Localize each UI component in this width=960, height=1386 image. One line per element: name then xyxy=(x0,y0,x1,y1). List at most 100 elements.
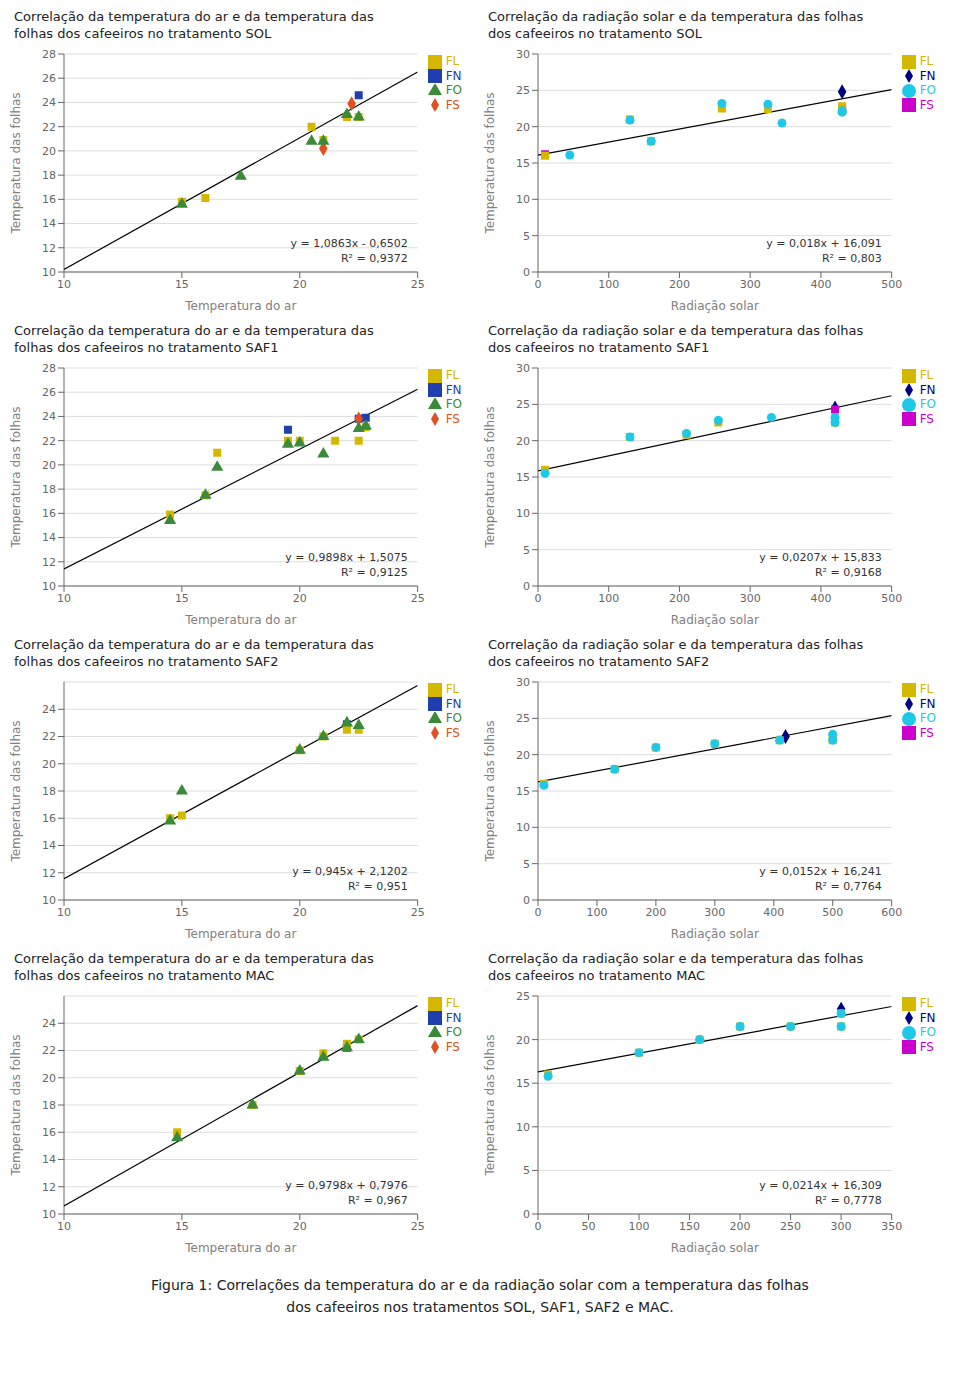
svg-text:400: 400 xyxy=(763,906,784,919)
svg-text:Temperatura das folhas: Temperatura das folhas xyxy=(9,1034,23,1176)
svg-text:100: 100 xyxy=(586,906,607,919)
svg-text:10: 10 xyxy=(57,906,71,919)
svg-text:15: 15 xyxy=(175,1220,189,1233)
svg-text:350: 350 xyxy=(881,1220,902,1233)
svg-text:10: 10 xyxy=(516,193,530,206)
svg-text:12: 12 xyxy=(42,556,56,569)
svg-text:500: 500 xyxy=(881,278,902,291)
svg-text:0: 0 xyxy=(523,894,530,907)
svg-text:26: 26 xyxy=(42,72,56,85)
svg-text:25: 25 xyxy=(516,398,530,411)
svg-text:10: 10 xyxy=(42,580,56,593)
svg-text:14: 14 xyxy=(42,1153,56,1166)
svg-text:18: 18 xyxy=(42,785,56,798)
svg-text:24: 24 xyxy=(42,96,56,109)
svg-text:20: 20 xyxy=(516,435,530,448)
svg-text:20: 20 xyxy=(293,906,307,919)
svg-text:25: 25 xyxy=(411,278,425,291)
svg-text:0: 0 xyxy=(523,1208,530,1221)
svg-text:500: 500 xyxy=(881,592,902,605)
svg-text:y = 0,0214x + 16,309R² = 0,777: y = 0,0214x + 16,309R² = 0,7778 xyxy=(759,1179,881,1207)
svg-text:25: 25 xyxy=(516,84,530,97)
svg-text:14: 14 xyxy=(42,531,56,544)
svg-text:24: 24 xyxy=(42,1017,56,1030)
svg-text:16: 16 xyxy=(42,507,56,520)
svg-text:Temperatura das folhas: Temperatura das folhas xyxy=(9,406,23,548)
svg-text:22: 22 xyxy=(42,730,56,743)
svg-text:0: 0 xyxy=(523,266,530,279)
svg-text:400: 400 xyxy=(810,592,831,605)
svg-text:Temperatura das folhas: Temperatura das folhas xyxy=(9,92,23,234)
svg-text:15: 15 xyxy=(175,278,189,291)
svg-text:Temperatura das folhas: Temperatura das folhas xyxy=(483,720,497,862)
svg-text:15: 15 xyxy=(516,1077,530,1090)
svg-text:300: 300 xyxy=(704,906,725,919)
svg-text:22: 22 xyxy=(42,435,56,448)
svg-text:300: 300 xyxy=(740,592,761,605)
svg-text:Temperatura do ar: Temperatura do ar xyxy=(184,927,296,941)
svg-text:12: 12 xyxy=(42,1181,56,1194)
svg-text:26: 26 xyxy=(42,386,56,399)
svg-text:16: 16 xyxy=(42,1126,56,1139)
svg-text:22: 22 xyxy=(42,1044,56,1057)
svg-text:20: 20 xyxy=(42,1072,56,1085)
svg-text:Temperatura do ar: Temperatura do ar xyxy=(184,613,296,627)
svg-text:0: 0 xyxy=(535,278,542,291)
svg-text:30: 30 xyxy=(516,48,530,61)
svg-text:18: 18 xyxy=(42,169,56,182)
svg-text:Temperatura das folhas: Temperatura das folhas xyxy=(483,92,497,234)
svg-text:20: 20 xyxy=(293,278,307,291)
svg-text:14: 14 xyxy=(42,839,56,852)
svg-text:400: 400 xyxy=(810,278,831,291)
svg-text:150: 150 xyxy=(679,1220,700,1233)
svg-text:25: 25 xyxy=(411,592,425,605)
svg-text:10: 10 xyxy=(516,507,530,520)
svg-text:y = 0,9798x + 0,7976R² = 0,967: y = 0,9798x + 0,7976R² = 0,967 xyxy=(285,1179,407,1207)
svg-text:25: 25 xyxy=(516,990,530,1003)
svg-text:50: 50 xyxy=(582,1220,596,1233)
svg-text:10: 10 xyxy=(57,1220,71,1233)
svg-text:15: 15 xyxy=(516,785,530,798)
svg-text:Radiação solar: Radiação solar xyxy=(671,1241,759,1255)
svg-text:y = 0,0152x + 16,241R² = 0,776: y = 0,0152x + 16,241R² = 0,7764 xyxy=(759,865,881,893)
svg-text:Temperatura das folhas: Temperatura das folhas xyxy=(483,1034,497,1176)
svg-text:15: 15 xyxy=(516,471,530,484)
svg-text:Radiação solar: Radiação solar xyxy=(671,613,759,627)
svg-text:100: 100 xyxy=(598,592,619,605)
svg-text:30: 30 xyxy=(516,362,530,375)
svg-text:0: 0 xyxy=(535,906,542,919)
svg-text:15: 15 xyxy=(175,592,189,605)
svg-text:y = 0,9898x + 1,5075R² = 0,912: y = 0,9898x + 1,5075R² = 0,9125 xyxy=(285,551,407,579)
svg-text:20: 20 xyxy=(42,459,56,472)
svg-text:20: 20 xyxy=(42,758,56,771)
svg-text:0: 0 xyxy=(523,580,530,593)
svg-text:5: 5 xyxy=(523,230,530,243)
svg-text:15: 15 xyxy=(175,906,189,919)
svg-text:Temperatura do ar: Temperatura do ar xyxy=(184,299,296,313)
svg-text:10: 10 xyxy=(516,1121,530,1134)
svg-text:16: 16 xyxy=(42,812,56,825)
svg-text:Radiação solar: Radiação solar xyxy=(671,299,759,313)
svg-text:20: 20 xyxy=(293,592,307,605)
svg-text:20: 20 xyxy=(516,121,530,134)
svg-text:16: 16 xyxy=(42,193,56,206)
svg-text:30: 30 xyxy=(516,676,530,689)
svg-text:22: 22 xyxy=(42,121,56,134)
svg-text:Radiação solar: Radiação solar xyxy=(671,927,759,941)
svg-text:Temperatura das folhas: Temperatura das folhas xyxy=(483,406,497,548)
svg-text:100: 100 xyxy=(629,1220,650,1233)
svg-text:200: 200 xyxy=(669,592,690,605)
svg-text:20: 20 xyxy=(516,1034,530,1047)
svg-text:600: 600 xyxy=(881,906,902,919)
svg-text:10: 10 xyxy=(57,278,71,291)
svg-text:10: 10 xyxy=(42,266,56,279)
svg-text:24: 24 xyxy=(42,703,56,716)
svg-text:28: 28 xyxy=(42,362,56,375)
svg-text:12: 12 xyxy=(42,867,56,880)
svg-text:200: 200 xyxy=(669,278,690,291)
svg-text:500: 500 xyxy=(822,906,843,919)
svg-text:25: 25 xyxy=(411,906,425,919)
svg-text:Temperatura do ar: Temperatura do ar xyxy=(184,1241,296,1255)
svg-text:18: 18 xyxy=(42,1099,56,1112)
svg-text:0: 0 xyxy=(535,1220,542,1233)
